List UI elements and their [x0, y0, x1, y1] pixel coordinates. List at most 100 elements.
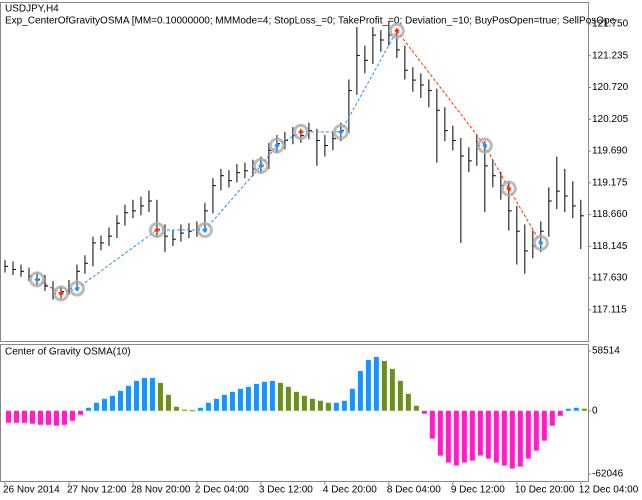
histogram-bar: [453, 410, 459, 466]
y-tick-label: 119.175: [592, 177, 628, 188]
indicator-title: Center of Gravity OSMA(10): [5, 347, 131, 358]
y-tick-label: 118.660: [592, 209, 628, 220]
x-tick-label: 27 Nov 12:00: [67, 485, 127, 496]
x-tick-label: 28 Nov 20:00: [131, 485, 191, 496]
signal-ring: [332, 123, 349, 140]
zigzag-segment: [276, 131, 302, 146]
histogram-bar: [533, 410, 539, 451]
x-tick-label: 10 Dec 20:00: [515, 485, 575, 496]
histogram-bar: [485, 410, 491, 459]
signal-ring: [52, 285, 69, 302]
histogram-bar: [69, 410, 75, 421]
histogram-bar: [253, 383, 259, 411]
y-tick-label: 119.690: [592, 146, 628, 157]
signal-ring: [68, 280, 85, 297]
histogram-bar: [325, 402, 331, 411]
histogram-bar: [285, 386, 291, 411]
histogram-bar: [181, 409, 187, 411]
histogram-bar: [61, 410, 67, 425]
signal-arrow: [34, 276, 40, 283]
histogram-bar: [21, 410, 27, 423]
signal-ring: [532, 234, 549, 251]
histogram-bar: [349, 388, 355, 411]
histogram-bar: [389, 368, 395, 411]
signal-arrow: [338, 128, 344, 135]
histogram-bar: [565, 408, 571, 411]
histogram-bar: [29, 410, 35, 424]
histogram-bar: [573, 407, 579, 411]
histogram-bar: [133, 380, 139, 411]
histogram-bar: [501, 410, 507, 466]
histogram-bar: [93, 402, 99, 411]
signal-arrow: [482, 142, 488, 149]
histogram-bar: [53, 410, 59, 426]
histogram-bar: [469, 410, 475, 461]
signal-ring: [196, 221, 213, 238]
histogram-bar: [157, 382, 163, 411]
x-tick-label: 26 Nov 2014: [3, 485, 60, 496]
y-tick-label: 120.205: [592, 114, 629, 125]
signal-ring: [268, 137, 285, 154]
histogram-bar: [381, 360, 387, 411]
signal-arrow: [274, 142, 280, 149]
histogram-bar: [517, 410, 523, 467]
symbol-label: USDJPY,H4: [5, 4, 59, 15]
signal-arrow: [298, 128, 304, 135]
x-tick-label: 3 Dec 12:00: [259, 485, 313, 496]
signal-ring: [476, 137, 493, 154]
signal-arrow: [538, 239, 544, 246]
histogram-bar: [509, 410, 515, 469]
histogram-bar: [493, 410, 499, 463]
histogram-bar: [373, 356, 379, 411]
signal-arrow: [394, 27, 400, 34]
histogram-bar: [429, 410, 435, 439]
histogram-bar: [301, 395, 307, 411]
histogram-bar: [125, 385, 131, 411]
histogram-bar: [37, 410, 43, 425]
y-tick-label: 0: [592, 405, 598, 416]
x-tick-label: 2 Dec 04:00: [195, 485, 249, 496]
y-tick-label: 117.630: [592, 273, 628, 284]
histogram-bar: [461, 410, 467, 463]
signal-ring: [292, 123, 309, 140]
signal-ring: [252, 157, 269, 174]
histogram-bar: [85, 407, 91, 411]
y-tick-label: 121.235: [592, 50, 629, 61]
histogram-bar: [293, 391, 299, 411]
histogram-bar: [365, 360, 371, 411]
x-tick-label: 8 Dec 04:00: [387, 485, 441, 496]
price-panel: [0, 2, 589, 342]
histogram-bar: [437, 410, 443, 456]
histogram-bar: [5, 410, 11, 423]
histogram-bar: [397, 380, 403, 411]
histogram-bar: [229, 391, 235, 411]
histogram-bar: [445, 410, 451, 463]
zigzag-segment: [484, 145, 510, 189]
zigzag-segment: [508, 188, 542, 244]
histogram-bar: [189, 410, 195, 412]
zigzag-segment: [340, 30, 398, 133]
histogram-bar: [205, 402, 211, 411]
histogram-bar: [413, 405, 419, 411]
histogram-bar: [109, 395, 115, 411]
histogram-bar: [549, 410, 555, 426]
histogram-bar: [261, 381, 267, 411]
histogram-bar: [173, 406, 179, 411]
histogram-bar: [101, 398, 107, 411]
y-tick-label: 121.750: [592, 19, 629, 30]
zigzag-segment: [396, 30, 486, 146]
histogram-bar: [341, 400, 347, 411]
histogram-bar: [405, 393, 411, 411]
signal-arrow: [154, 226, 160, 233]
histogram-bar: [309, 398, 315, 411]
expert-label: Exp_CenterOfGravityOSMA [MM=0.10000000; …: [5, 16, 616, 27]
y-tick-label: 118.145: [592, 241, 628, 252]
histogram-bar: [421, 410, 427, 414]
signal-ring: [148, 221, 165, 238]
zigzag-segment: [204, 165, 262, 231]
y-tick-label: 120.720: [592, 82, 629, 93]
histogram-bar: [269, 380, 275, 411]
signal-ring: [500, 180, 517, 197]
histogram-bar: [45, 410, 51, 425]
